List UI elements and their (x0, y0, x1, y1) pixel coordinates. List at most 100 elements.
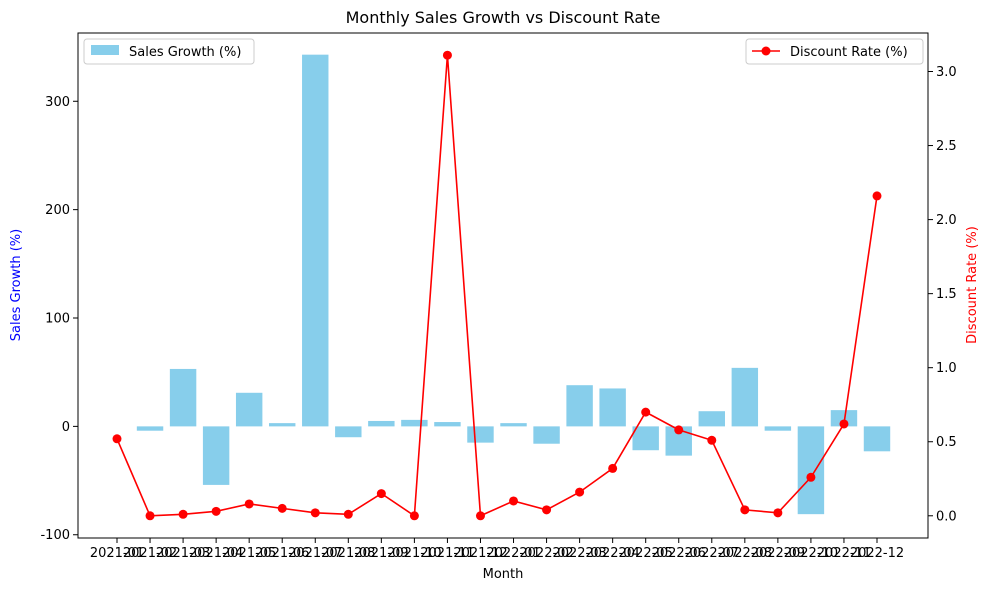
x-tick-label: 2021-01 (90, 546, 144, 561)
bar-2022-02 (533, 426, 560, 444)
bar-2022-05 (632, 426, 659, 451)
x-tick-label: 2021-03 (156, 546, 210, 561)
x-axis: 2021-012021-022021-032021-042021-052021-… (90, 538, 904, 561)
x-tick-label: 2022-10 (784, 546, 838, 561)
legend-sales-box (83, 38, 255, 65)
chart-title: Monthly Sales Growth vs Discount Rate (346, 8, 661, 27)
discount-point-2022-07 (707, 435, 717, 445)
bar-2022-09 (764, 426, 792, 431)
x-tick-label: 2022-04 (585, 546, 639, 561)
discount-point-2022-11 (839, 419, 849, 429)
left-axis: -100 0 100 200 300 (40, 95, 78, 543)
discount-point-2022-02 (542, 505, 552, 515)
discount-point-2022-08 (740, 505, 750, 515)
bar-2022-11 (830, 410, 858, 427)
right-axis: 0.0 0.5 1.0 1.5 2.0 2.5 3.0 (928, 65, 957, 524)
right-tick-label: 2.0 (936, 213, 957, 228)
discount-point-2022-10 (806, 472, 816, 482)
x-tick-label: 2021-04 (189, 546, 243, 561)
left-tick-label: 300 (45, 95, 70, 110)
bar-2021-04 (202, 426, 230, 485)
bar-2022-03 (566, 385, 593, 427)
right-tick-label: 3.0 (936, 65, 957, 80)
left-tick-label: 0 (62, 420, 70, 435)
bars-layer (136, 54, 891, 515)
x-tick-label: 2022-11 (817, 546, 871, 561)
bar-2021-09 (368, 420, 395, 427)
bar-2022-01 (500, 423, 527, 427)
x-tick-label: 2021-06 (255, 546, 309, 561)
x-tick-label: 2022-02 (519, 546, 573, 561)
discount-point-2021-04 (211, 506, 221, 516)
legend-discount-label: Discount Rate (%) (790, 45, 908, 60)
bar-2022-04 (599, 388, 626, 427)
x-tick-label: 2022-05 (619, 546, 673, 561)
bar-2021-03 (169, 368, 197, 427)
discount-point-2021-12 (475, 511, 485, 521)
x-tick-label: 2022-08 (718, 546, 772, 561)
bar-2021-02 (136, 426, 164, 431)
right-tick-label: 2.5 (936, 139, 957, 154)
discount-point-2021-05 (244, 499, 254, 509)
x-tick-label: 2021-07 (288, 546, 342, 561)
right-tick-label: 0.0 (936, 509, 957, 524)
bar-2021-10 (401, 419, 428, 427)
legend-discount: Discount Rate (%) (745, 38, 924, 65)
discount-rate-line (116, 55, 878, 518)
x-tick-label: 2021-05 (222, 546, 276, 561)
x-tick-label: 2021-08 (321, 546, 375, 561)
discount-point-2022-12 (872, 191, 882, 201)
x-tick-label: 2021-02 (123, 546, 177, 561)
legend-sales-swatch (91, 45, 119, 55)
left-tick-label: -100 (40, 528, 70, 543)
bar-2021-08 (335, 426, 362, 438)
discount-point-2021-02 (145, 511, 155, 521)
discount-point-2022-06 (674, 425, 684, 435)
plot-frame (77, 32, 929, 539)
discount-point-2021-11 (442, 50, 452, 60)
bar-2021-12 (467, 426, 494, 443)
bar-2021-06 (269, 423, 296, 427)
bar-2022-08 (731, 367, 759, 427)
x-tick-label: 2022-01 (486, 546, 540, 561)
line-layer (112, 50, 882, 521)
bar-2021-11 (434, 422, 461, 427)
bar-2021-07 (302, 54, 329, 427)
discount-point-2021-06 (277, 503, 287, 513)
bar-2022-12 (863, 426, 891, 452)
bar-2021-05 (235, 392, 263, 427)
discount-point-2021-08 (343, 509, 353, 519)
x-tick-label: 2022-12 (850, 546, 904, 561)
x-tick-label: 2022-06 (652, 546, 706, 561)
legend-sales-label: Sales Growth (%) (129, 45, 241, 60)
x-tick-label: 2022-09 (751, 546, 805, 561)
x-tick-label: 2021-11 (420, 546, 474, 561)
discount-point-2022-09 (773, 508, 783, 518)
discount-point-2021-10 (409, 511, 419, 521)
legend-discount-marker (761, 46, 771, 56)
right-axis-title: Discount Rate (%) (965, 226, 980, 344)
discount-point-2021-01 (112, 434, 122, 444)
x-axis-title: Month (483, 567, 524, 582)
right-tick-label: 0.5 (936, 435, 957, 450)
x-tick-label: 2021-09 (354, 546, 408, 561)
x-tick-label: 2021-12 (453, 546, 507, 561)
x-tick-label: 2022-03 (552, 546, 606, 561)
right-tick-label: 1.5 (936, 287, 957, 302)
right-tick-label: 1.0 (936, 361, 957, 376)
discount-point-2021-07 (310, 508, 320, 518)
discount-point-2022-05 (641, 407, 651, 417)
discount-point-2022-04 (608, 463, 618, 473)
legend-discount-box (745, 38, 924, 65)
left-tick-label: 100 (45, 312, 70, 327)
left-axis-title: Sales Growth (%) (9, 229, 24, 341)
legend-sales: Sales Growth (%) (83, 38, 255, 65)
discount-point-2022-01 (509, 496, 519, 506)
discount-point-2021-09 (376, 489, 386, 499)
x-tick-label: 2022-07 (685, 546, 739, 561)
bar-2022-10 (797, 426, 825, 515)
discount-point-2021-03 (178, 509, 188, 519)
discount-point-2022-03 (575, 487, 585, 497)
x-tick-label: 2021-10 (387, 546, 441, 561)
